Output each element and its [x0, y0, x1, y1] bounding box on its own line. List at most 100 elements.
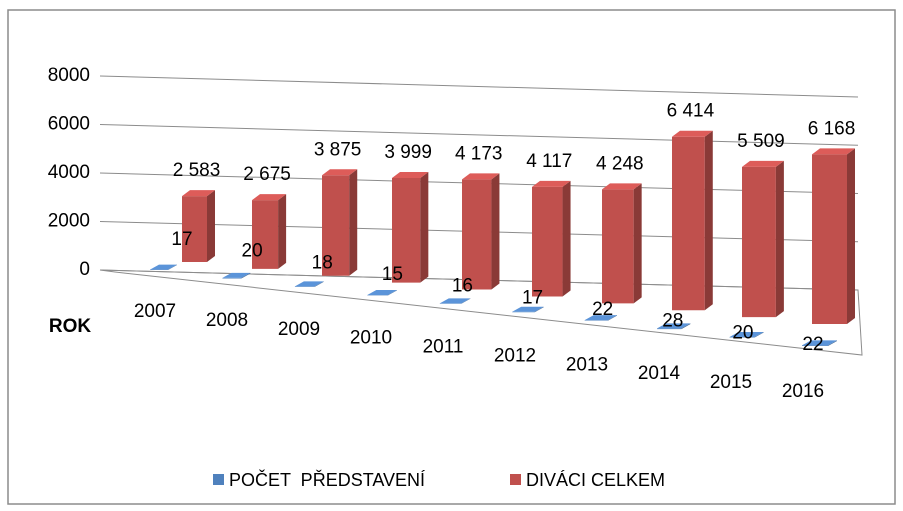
bar-face: [367, 289, 397, 295]
bar: [392, 172, 429, 283]
bar: [602, 183, 642, 304]
bar-face: [532, 180, 571, 187]
value-label: 4 248: [596, 153, 644, 174]
bar-face: [775, 160, 784, 318]
bar-face: [704, 130, 713, 311]
bar: [150, 264, 177, 270]
bar-face: [602, 189, 634, 304]
bar-face: [392, 178, 421, 283]
bar-face: [314, 281, 324, 287]
bar-face: [462, 173, 500, 180]
bar-face: [182, 190, 215, 197]
bar-face: [182, 196, 207, 262]
bar-face: [729, 337, 755, 338]
bar: [222, 272, 251, 279]
bar-face: [602, 183, 642, 190]
bar-face: [729, 332, 764, 338]
x-tick-label: 2007: [134, 301, 176, 322]
value-label: 6 168: [808, 118, 856, 139]
bar-face: [150, 264, 177, 270]
bar: [584, 315, 617, 321]
x-tick-label: 2009: [278, 319, 320, 340]
bar-face: [672, 136, 705, 311]
x-tick-label: 2016: [782, 381, 824, 402]
bar-face: [278, 194, 287, 269]
legend-label: DIVÁCI CELKEM: [526, 470, 665, 490]
bar-face: [241, 272, 251, 279]
value-label: 15: [382, 264, 403, 285]
bar: [252, 194, 287, 269]
bar-face: [392, 172, 429, 179]
bar-face: [294, 281, 324, 287]
bar: [294, 281, 324, 287]
value-label: 4 173: [455, 143, 503, 164]
x-tick-label: 2014: [638, 363, 681, 384]
value-label: 2 583: [173, 160, 221, 181]
bar: [657, 323, 691, 330]
y-tick-label: 4000: [48, 162, 90, 183]
grid-line: [99, 124, 859, 146]
value-label: 16: [452, 276, 473, 297]
bar-face: [742, 166, 776, 318]
bar-face: [742, 160, 784, 167]
bar-face: [420, 172, 429, 283]
bar-face: [532, 186, 563, 297]
bar-face: [222, 277, 242, 279]
x-axis-label: ROK: [49, 316, 92, 337]
bar: [532, 180, 571, 297]
bar-face: [608, 315, 617, 321]
bar-face: [168, 264, 177, 270]
bar-face: [491, 173, 500, 290]
y-tick-label: 8000: [48, 65, 90, 86]
bar: [182, 190, 215, 262]
bar: [802, 340, 837, 346]
x-tick-label: 2015: [710, 372, 752, 393]
value-label: 22: [802, 334, 823, 355]
bar: [439, 298, 471, 304]
bar-face: [349, 169, 358, 276]
bar: [512, 306, 544, 313]
value-label: 22: [592, 299, 613, 320]
bar-face: [534, 306, 544, 313]
value-label: 17: [171, 229, 192, 250]
bar: [742, 160, 784, 318]
bar-face: [812, 154, 847, 324]
bar: [462, 173, 500, 290]
bar-face: [512, 306, 544, 312]
bar-face: [462, 179, 492, 290]
grid-line: [99, 75, 859, 98]
bar-face: [681, 323, 691, 330]
x-tick-label: 2008: [206, 310, 248, 331]
bar-face: [584, 320, 608, 321]
value-label: 28: [662, 311, 683, 332]
bar-face: [802, 345, 828, 346]
legend-swatch: [213, 474, 224, 485]
bar: [672, 130, 713, 311]
value-label: 3 999: [384, 142, 432, 163]
value-label: 6 414: [667, 101, 715, 122]
value-label: 20: [732, 322, 753, 343]
bar-face: [802, 340, 837, 346]
bar-face: [439, 298, 471, 304]
bar-face: [461, 298, 471, 304]
value-label: 5 509: [737, 131, 785, 152]
value-label: 2 675: [243, 164, 291, 185]
y-tick-label: 6000: [48, 114, 90, 135]
bar-face: [584, 315, 617, 321]
bar-face: [657, 323, 691, 329]
bar-face: [847, 148, 855, 324]
bar-face: [828, 340, 837, 346]
bar: [729, 332, 764, 338]
value-label: 18: [312, 252, 333, 273]
value-label: 17: [522, 287, 543, 308]
bar-face: [388, 289, 397, 296]
bar-face: [672, 130, 713, 137]
bar-face: [207, 190, 215, 262]
bar: [812, 148, 855, 324]
bar: [367, 289, 397, 296]
bar-face: [633, 183, 642, 304]
bar-face: [322, 175, 350, 276]
x-tick-label: 2010: [350, 328, 392, 349]
bar-face: [322, 169, 358, 176]
